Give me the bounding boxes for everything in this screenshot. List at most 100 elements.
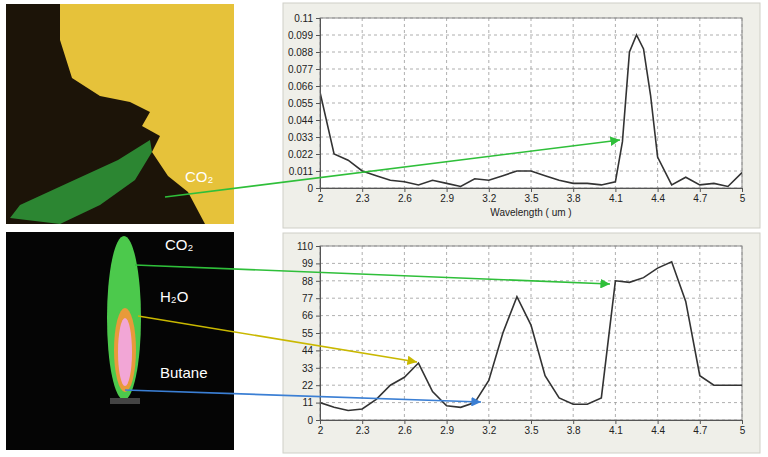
panel-background — [283, 3, 760, 228]
x-tick: 2.3 — [356, 188, 370, 204]
grid — [320, 246, 742, 420]
y-tick-label: 77 — [302, 293, 314, 304]
plot-marks — [320, 262, 742, 411]
y-tick: 0.044 — [288, 115, 320, 126]
y-tick: 99 — [302, 258, 320, 269]
x-tick-label: 2.9 — [440, 425, 454, 436]
x-tick-label: 2.9 — [440, 193, 454, 204]
y-tick-label: 11 — [303, 397, 314, 408]
y-tick-label: 22 — [302, 380, 314, 391]
plot-marks — [320, 35, 742, 186]
x-tick-label: 3.5 — [525, 425, 539, 436]
annotation-layer: CO₂ — [165, 140, 620, 197]
x-tick-mark — [658, 188, 659, 192]
grid-line-y — [320, 52, 742, 53]
y-tick: 11 — [303, 397, 320, 408]
x-axis-title: Wavelength ( um ) — [490, 207, 571, 218]
x-tick-mark — [573, 188, 574, 192]
grid-line-y — [320, 315, 742, 316]
y-tick-label: 110 — [297, 241, 313, 252]
y-tick-mark — [316, 171, 320, 172]
y-tick-mark — [316, 350, 320, 351]
figure: 22.32.62.93.23.53.84.14.44.7500.0110.022… — [0, 0, 768, 457]
x-axis-line — [321, 189, 743, 193]
x-tick: 4.4 — [651, 188, 665, 204]
x-tick-label: 4.7 — [693, 193, 707, 204]
x-tick-mark — [658, 420, 659, 424]
y-tick-mark — [316, 246, 320, 247]
photo-burner — [110, 398, 140, 404]
x-tick-mark — [489, 420, 490, 424]
y-tick-mark — [316, 333, 320, 334]
x-tick: 2.9 — [440, 420, 454, 436]
x-tick: 3.5 — [525, 188, 539, 204]
grid-line-y — [320, 402, 742, 403]
y-tick: 0.022 — [288, 149, 320, 160]
x-tick: 3.5 — [525, 420, 539, 436]
y-tick-label: 0.022 — [288, 149, 313, 160]
x-axis-line — [321, 421, 743, 425]
y-tick-mark — [316, 35, 320, 36]
grid — [320, 18, 742, 188]
photo-flame — [6, 232, 234, 450]
y-tick-mark — [316, 154, 320, 155]
y-tick-mark — [316, 263, 320, 264]
y-tick-label: 0.099 — [288, 30, 313, 41]
spectrum-line — [320, 35, 742, 186]
y-tick-mark — [316, 120, 320, 121]
grid-line-y — [320, 333, 742, 334]
x-tick-label: 4.4 — [651, 193, 665, 204]
x-tick-mark — [700, 420, 701, 424]
x-tick: 4.4 — [651, 420, 665, 436]
y-axis: 00.0110.0220.0330.0440.0550.0660.0770.08… — [288, 13, 321, 194]
y-tick: 0.099 — [288, 30, 320, 41]
y-tick: 0.055 — [288, 98, 320, 109]
x-tick-label: 4.1 — [609, 425, 623, 436]
y-tick-label: 0 — [307, 415, 313, 426]
y-tick-mark — [316, 403, 320, 404]
x-tick: 2.3 — [356, 420, 370, 436]
arrow — [125, 390, 481, 402]
y-tick-label: 0.11 — [294, 13, 313, 24]
grid-line-y — [320, 350, 742, 351]
y-tick: 88 — [302, 276, 320, 287]
grid-line-y — [320, 120, 742, 121]
y-tick-label: 44 — [302, 345, 314, 356]
x-tick: 2.6 — [398, 188, 412, 204]
annotation: CO₂ — [185, 168, 214, 185]
y-tick: 0.11 — [294, 13, 320, 24]
annotation: Butane — [160, 364, 208, 381]
y-tick-mark — [316, 137, 320, 138]
y-tick: 33 — [302, 363, 320, 374]
y-tick-label: 0 — [307, 183, 313, 194]
y-tick-mark — [316, 385, 320, 386]
x-tick-label: 4.7 — [693, 425, 707, 436]
y-tick-mark — [316, 368, 320, 369]
y-tick-label: 99 — [302, 258, 314, 269]
photo-breath — [6, 4, 234, 224]
annotation: CO₂ — [165, 236, 194, 253]
x-tick-mark — [362, 420, 363, 424]
x-tick-label: 4.4 — [651, 425, 665, 436]
y-tick-mark — [316, 86, 320, 87]
y-tick-mark — [316, 188, 320, 189]
spectrum-line — [320, 262, 742, 411]
x-tick-label: 4.1 — [609, 193, 623, 204]
x-tick-label: 2 — [318, 193, 324, 204]
x-tick-label: 2.6 — [398, 193, 412, 204]
x-tick-mark — [573, 420, 574, 424]
x-tick-label: 2.3 — [356, 193, 370, 204]
y-tick-label: 33 — [302, 363, 314, 374]
y-tick-mark — [316, 298, 320, 299]
x-tick: 4.1 — [609, 188, 623, 204]
x-tick-mark — [404, 420, 405, 424]
x-tick-mark — [531, 420, 532, 424]
x-tick-label: 2 — [318, 425, 324, 436]
photo-background — [6, 4, 234, 224]
x-tick-label: 3.8 — [567, 425, 581, 436]
y-tick: 77 — [302, 293, 320, 304]
y-tick: 0.033 — [288, 132, 320, 143]
chart-panel: 22.32.62.93.23.53.84.14.44.7501122334455… — [283, 233, 760, 453]
y-tick: 0.077 — [288, 64, 320, 75]
x-tick-label: 5 — [740, 425, 746, 436]
